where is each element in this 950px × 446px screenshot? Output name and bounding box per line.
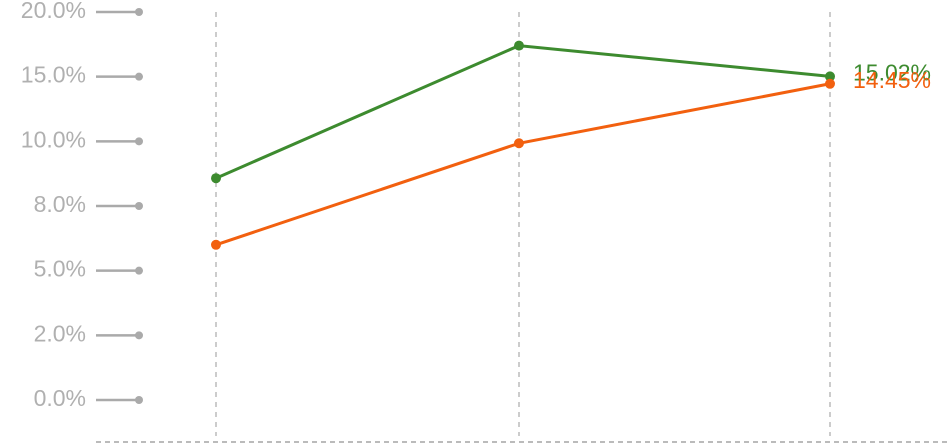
point [514, 138, 524, 149]
point [825, 78, 835, 89]
y-tick-dot [135, 331, 143, 340]
y-tick-dot [135, 137, 143, 146]
y-tick-label: 8.0% [34, 191, 86, 217]
y-tick-dot [135, 266, 143, 275]
y-tick-label: 20.0% [21, 0, 86, 23]
y-tick-label: 15.0% [21, 62, 86, 88]
y-tick-label: 0.0% [34, 385, 86, 411]
value-label: 15.02% [853, 59, 931, 85]
point [211, 173, 221, 184]
series-line [215, 44, 831, 180]
y-tick-label: 5.0% [34, 256, 86, 282]
series-line [215, 82, 831, 247]
y-tick-label: 2.0% [34, 320, 86, 346]
y-tick-dot [135, 8, 143, 16]
y-tick-dot [135, 396, 143, 404]
point [825, 71, 835, 82]
point [514, 40, 524, 51]
y-tick-dot [135, 202, 143, 210]
y-tick-label: 10.0% [21, 126, 86, 152]
point [211, 239, 221, 250]
value-label: 14.45% [853, 67, 931, 93]
y-tick-dot [135, 72, 143, 81]
